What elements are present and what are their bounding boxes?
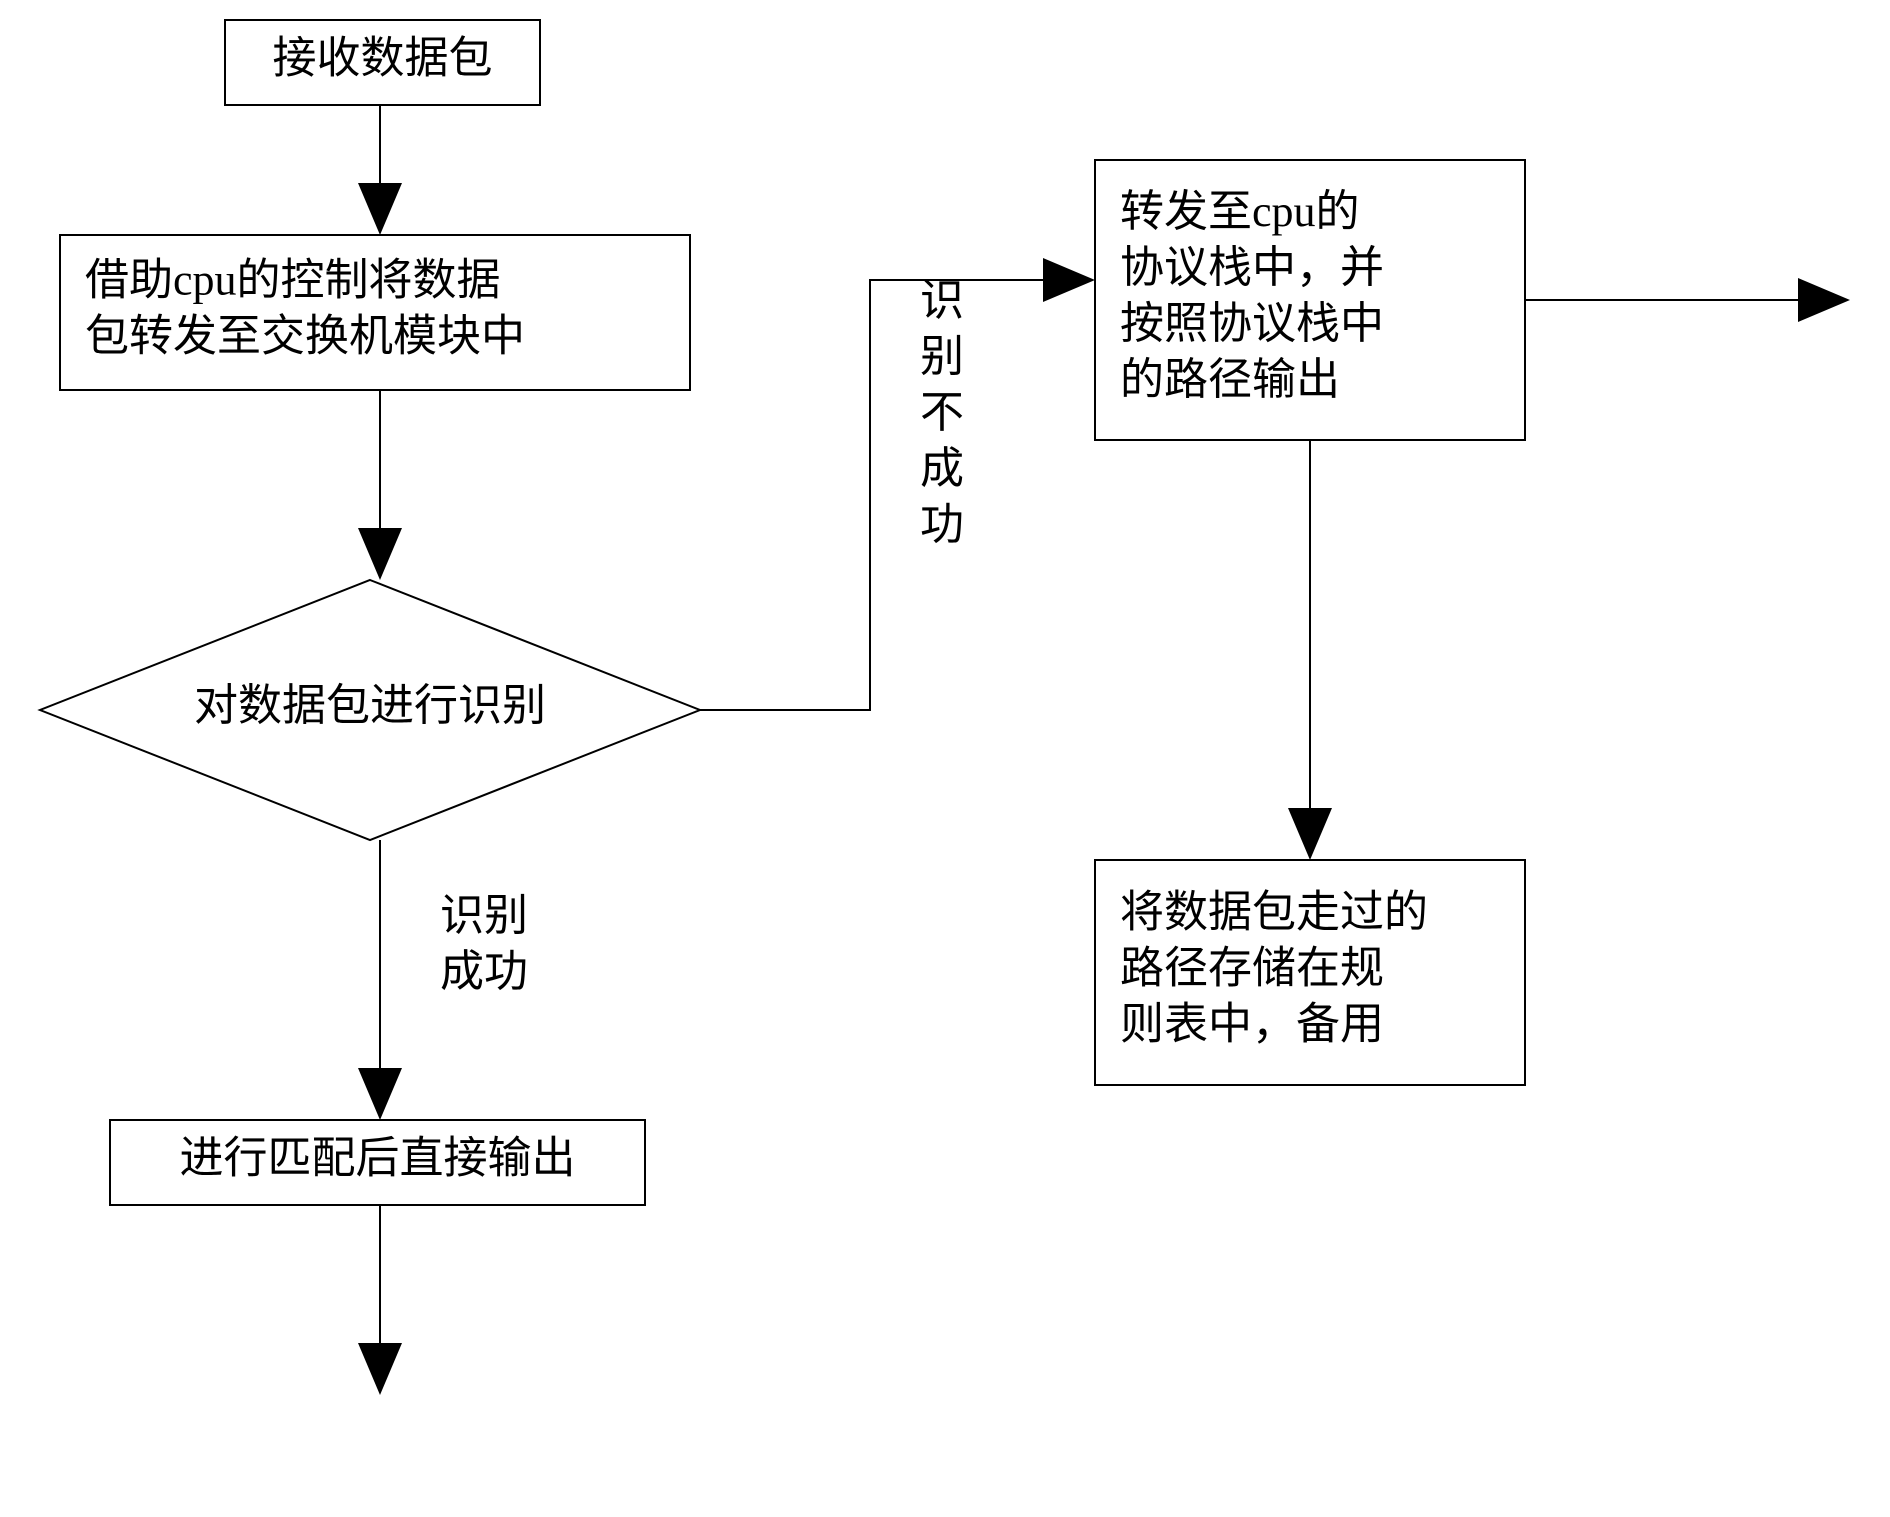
node-label: 将数据包走过的路径存储在规则表中，备用 [1120, 888, 1428, 1049]
node-n2: 借助cpu的控制将数据包转发至交换机模块中 [60, 235, 690, 390]
arrowhead-icon [1288, 808, 1332, 860]
edge-label-text: 识别成功 [440, 891, 528, 996]
arrowhead-icon [1043, 258, 1095, 302]
node-label: 对数据包进行识别 [194, 681, 546, 730]
arrowhead-icon [358, 1068, 402, 1120]
edge [700, 280, 1043, 710]
node-n3: 对数据包进行识别 [40, 580, 700, 840]
node-n1: 接收数据包 [225, 20, 540, 105]
arrowhead-icon [358, 183, 402, 235]
node-label: 进行匹配后直接输出 [180, 1134, 576, 1183]
edge-label: 识别不成功 [920, 276, 964, 549]
node-n5: 转发至cpu的协议栈中，并按照协议栈中的路径输出 [1095, 160, 1525, 440]
arrowhead-icon [358, 1343, 402, 1395]
node-n4: 进行匹配后直接输出 [110, 1120, 645, 1205]
edge-label-text: 识别不成功 [920, 276, 964, 549]
node-label: 接收数据包 [273, 34, 493, 83]
arrowhead-icon [1798, 278, 1850, 322]
node-n6: 将数据包走过的路径存储在规则表中，备用 [1095, 860, 1525, 1085]
arrowhead-icon [358, 528, 402, 580]
edge-label: 识别成功 [440, 891, 528, 996]
